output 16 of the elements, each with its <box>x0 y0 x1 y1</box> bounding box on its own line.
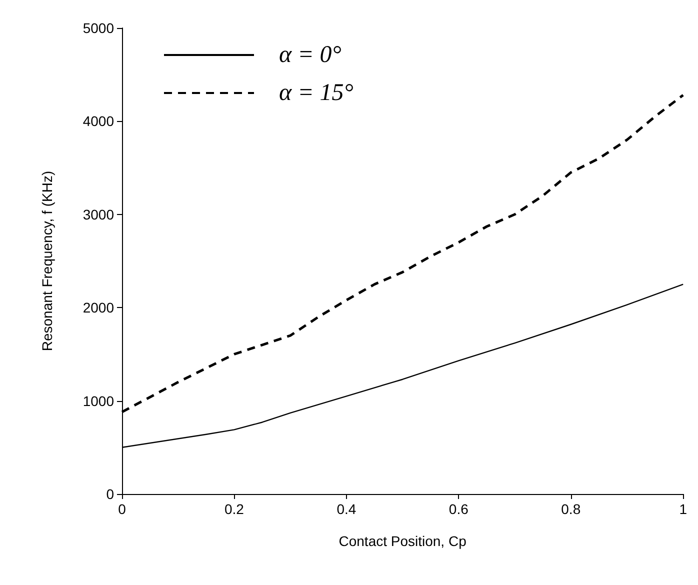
x-tick-label: 0.6 <box>448 501 469 517</box>
y-tick-label: 0 <box>106 486 114 502</box>
x-tick-label: 0.4 <box>336 501 356 517</box>
x-tick-label: 0.2 <box>224 501 244 517</box>
x-tick-label: 0 <box>118 501 126 517</box>
legend-label: α = 15° <box>279 80 354 106</box>
y-tick-label: 4000 <box>82 113 114 130</box>
y-axis-title: Resonant Frequency, f (KHz) <box>39 170 55 352</box>
y-tick-label: 5000 <box>82 20 114 36</box>
y-tick-label: 1000 <box>82 392 114 409</box>
x-tick-label: 0.8 <box>561 501 581 517</box>
legend-label: α = 0° <box>279 42 342 68</box>
y-tick-label: 3000 <box>82 206 114 222</box>
x-tick-label: 1 <box>679 501 688 517</box>
x-axis-title: Contact Position, Cp <box>338 533 467 549</box>
y-tick-label: 2000 <box>82 300 114 316</box>
